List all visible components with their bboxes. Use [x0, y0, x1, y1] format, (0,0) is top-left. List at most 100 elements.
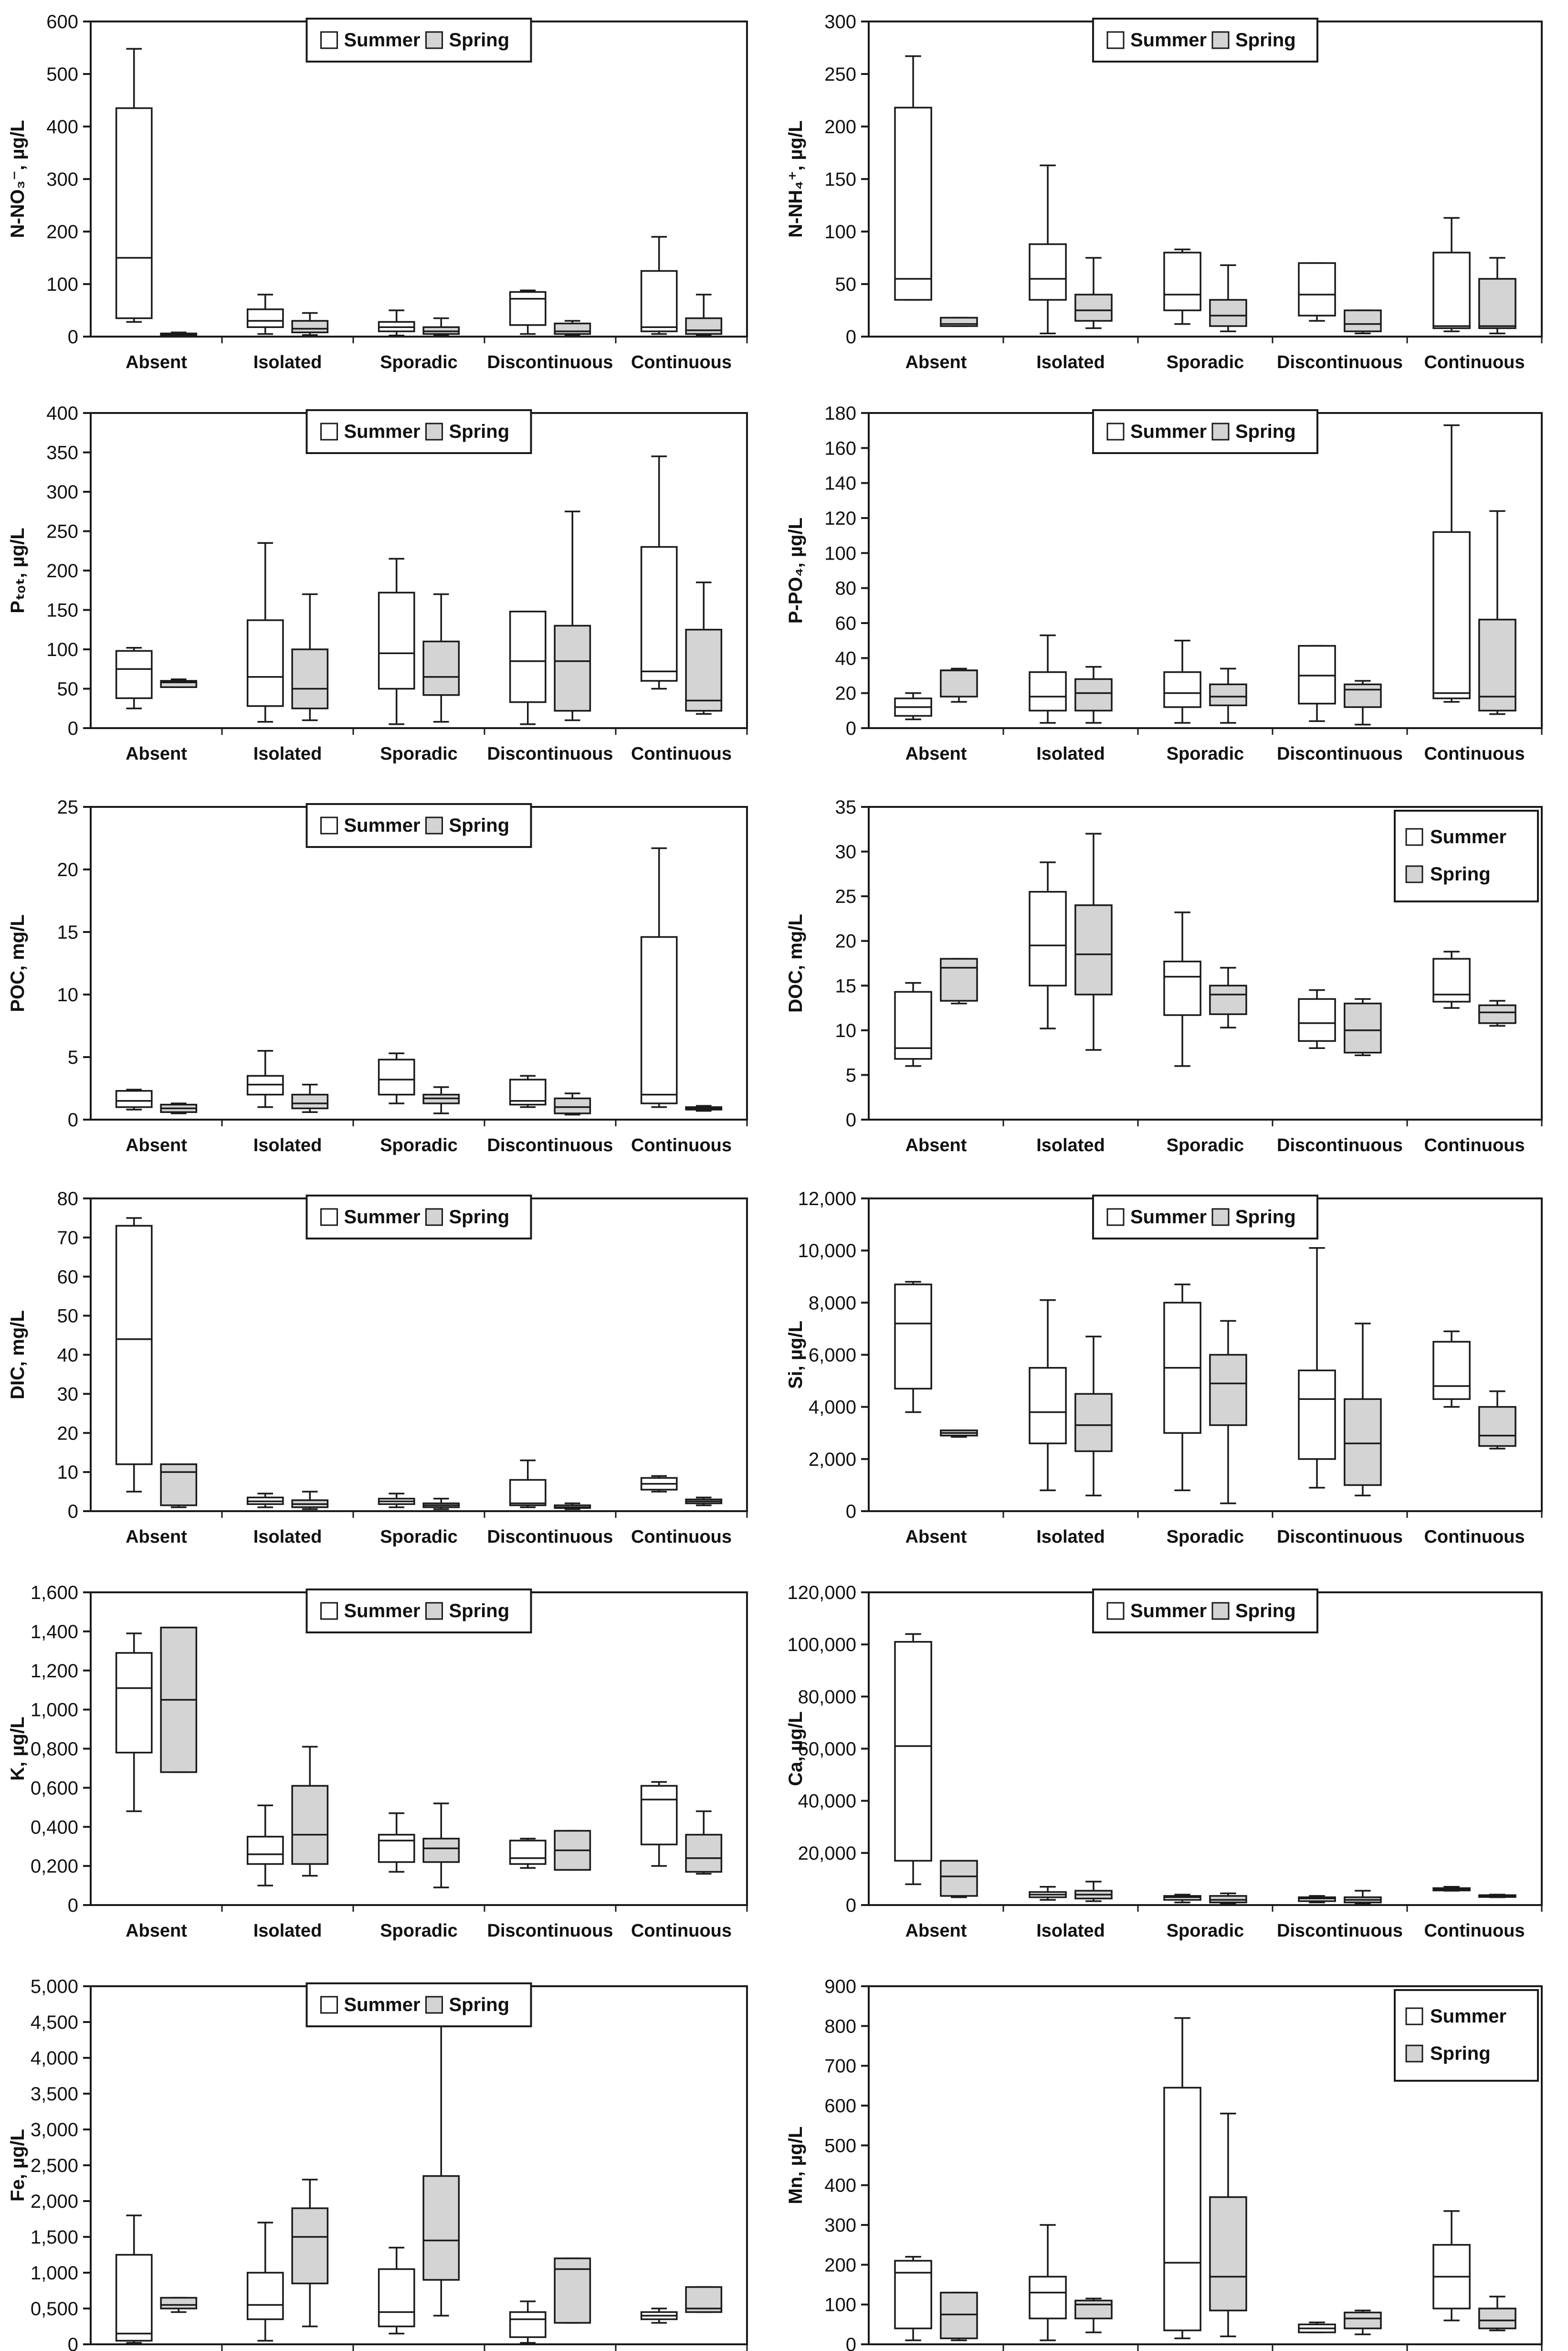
plot-frame: [868, 806, 1543, 1121]
chart-doc: 0 5 10 15 20 25 30 35 DOC, mg/L Absent Isolated Spo…: [785, 797, 1543, 1155]
y-tick-label: 300: [824, 11, 856, 32]
y-tick-label: 200: [824, 116, 856, 138]
y-tick-label: 300: [46, 169, 78, 190]
box-spring-continuous: [685, 1105, 723, 1112]
y-tick-label: 10,000: [798, 1240, 856, 1261]
iqr-box: [1029, 243, 1067, 301]
y-axis-label: Si, µg/L: [785, 1321, 806, 1389]
iqr-box: [894, 106, 932, 301]
y-tick-label: 35: [835, 797, 857, 818]
y-axis-label: K, µg/L: [7, 1716, 28, 1780]
x-tick-label: Isolated: [1036, 352, 1105, 372]
x-tick-label: Continuous: [631, 352, 732, 372]
x-tick-label: Sporadic: [380, 1921, 458, 1941]
box-summer-isolated: [246, 1493, 284, 1508]
box-summer-continuous: [640, 455, 678, 690]
x-tick-label: Discontinuous: [1277, 352, 1403, 372]
y-tick-label: 50: [57, 1306, 79, 1327]
y-tick-label: 15: [835, 975, 857, 996]
y-tick-label: 0,400: [31, 1817, 78, 1838]
x-tick-label: Continuous: [631, 1527, 732, 1547]
x-tick-label: Discontinuous: [1277, 1135, 1403, 1155]
y-tick-label: 0: [68, 1110, 78, 1131]
box-spring-discontinuous: [1344, 998, 1382, 1057]
iqr-box: [1029, 671, 1067, 712]
box-spring-absent: [940, 958, 978, 1005]
y-tick-label: 1,600: [31, 1582, 78, 1603]
y-axis-label: Mn, µg/L: [785, 2126, 806, 2204]
chart-si: 0 2,000 4,000 6,000 8,000 10,000 12,000 Si, µg/…: [785, 1188, 1543, 1547]
legend-label-spring: Spring: [1235, 421, 1296, 442]
y-tick-label: 0,500: [31, 2298, 78, 2319]
box-summer-continuous: [640, 1475, 678, 1493]
legend-swatch-summer: [1106, 423, 1125, 441]
iqr-box: [1478, 2308, 1516, 2330]
box-summer-sporadic: [1163, 911, 1201, 1067]
legend-label-spring: Spring: [1235, 1207, 1296, 1228]
box-summer-isolated: [246, 542, 284, 723]
iqr-box: [1298, 262, 1336, 317]
y-tick-label: 800: [824, 2016, 856, 2037]
iqr-box: [1478, 278, 1516, 329]
box-spring-continuous: [1478, 1000, 1516, 1027]
legend-label-spring: Spring: [449, 421, 510, 442]
box-spring-sporadic: [1209, 264, 1247, 332]
legend: Summer Spring: [1394, 1989, 1539, 2082]
box-spring-continuous: [1478, 257, 1516, 335]
y-axis-label: DOC, mg/L: [785, 914, 806, 1013]
box-summer-absent: [115, 48, 153, 323]
iqr-box: [291, 1785, 329, 1865]
iqr-box: [160, 1463, 198, 1506]
legend-swatch-summer: [1106, 1602, 1125, 1620]
iqr-box: [1029, 891, 1067, 987]
legend: Summer Spring: [305, 803, 532, 848]
iqr-box: [940, 2291, 978, 2340]
iqr-box: [1432, 1341, 1471, 1400]
iqr-box: [422, 640, 460, 696]
legend-label-summer: Summer: [1130, 30, 1207, 51]
box-spring-absent: [160, 1102, 198, 1114]
box-spring-absent: [940, 1430, 978, 1438]
iqr-box: [378, 1059, 415, 1096]
chart-fe: 0 0,500 1,000 1,500 2,000 2,500 3,000 3,500 4,00…: [7, 1976, 748, 2351]
iqr-box: [685, 629, 723, 712]
y-tick-label: 0: [846, 1501, 856, 1522]
iqr-box: [291, 1093, 329, 1110]
x-tick-label: Continuous: [1424, 1527, 1525, 1547]
iqr-box: [291, 320, 329, 333]
iqr-box: [378, 592, 415, 690]
y-axis-label: Pₜₒₜ, µg/L: [7, 528, 28, 613]
iqr-box: [940, 317, 978, 327]
box-summer-sporadic: [378, 1052, 415, 1104]
legend-swatch-spring: [1211, 1208, 1230, 1226]
box-summer-absent: [115, 2214, 153, 2344]
x-tick-label: Absent: [905, 352, 967, 372]
iqr-box: [1074, 904, 1113, 995]
box-summer-continuous: [1432, 1886, 1471, 1892]
legend-swatch-summer: [320, 816, 338, 835]
y-tick-label: 50: [57, 679, 79, 700]
iqr-box: [1478, 618, 1516, 712]
iqr-box: [685, 1833, 723, 1873]
plot-frame: [868, 1985, 1543, 2345]
iqr-box: [160, 2297, 198, 2309]
x-tick-label: Absent: [905, 1527, 967, 1547]
x-tick-label: Discontinuous: [487, 744, 613, 764]
box-spring-absent: [160, 331, 198, 337]
legend-swatch-summer: [320, 1602, 338, 1620]
iqr-box: [640, 1785, 678, 1845]
box-summer-discontinuous: [1298, 1247, 1336, 1489]
y-tick-label: 700: [824, 2056, 856, 2077]
iqr-box: [1163, 252, 1201, 311]
y-tick-label: 30: [57, 1384, 79, 1405]
iqr-box: [509, 611, 547, 703]
box-spring-discontinuous: [554, 2257, 591, 2324]
y-tick-label: 3,000: [31, 2119, 78, 2140]
legend-swatch-summer: [1106, 1208, 1125, 1226]
x-tick-label: Absent: [905, 1921, 967, 1941]
iqr-box: [894, 1283, 932, 1390]
box-spring-continuous: [685, 294, 723, 337]
box-summer-isolated: [246, 294, 284, 335]
iqr-box: [1432, 531, 1471, 699]
